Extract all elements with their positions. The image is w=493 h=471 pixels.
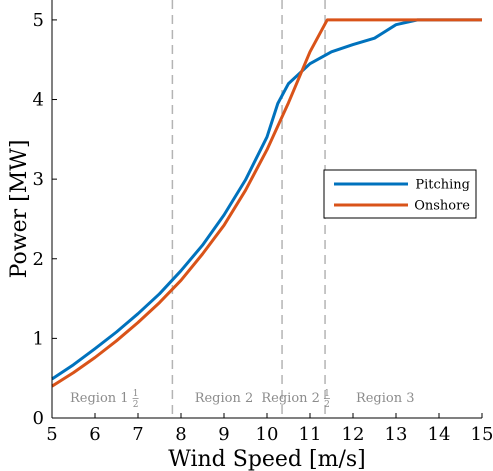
- region-label: Region 3: [356, 391, 415, 406]
- x-tick-label: 13: [385, 424, 408, 445]
- region-labels: Region 1 12 Region 2 Region 2 12 Region 3: [70, 389, 415, 410]
- y-tick-label: 2: [33, 249, 44, 270]
- legend-entry-onshore: Onshore: [414, 199, 470, 214]
- region-fraction-numerator: 1: [324, 389, 330, 399]
- y-tick-label: 1: [33, 328, 44, 349]
- series-lines: [51, 18, 482, 388]
- y-tick-label: 5: [33, 10, 44, 31]
- series-line-onshore: [51, 18, 482, 388]
- x-tick-label: 12: [342, 424, 365, 445]
- x-tick-label: 15: [471, 424, 493, 445]
- region-label: Region 2: [195, 391, 254, 406]
- x-tick-label: 5: [46, 424, 57, 445]
- y-axis-label: Power [MW]: [7, 140, 32, 279]
- y-tick-label: 0: [33, 408, 44, 429]
- x-tick-label: 10: [256, 424, 279, 445]
- region-label: Region 2: [261, 391, 320, 406]
- x-tick-label: 9: [218, 424, 229, 445]
- y-tick-label: 3: [33, 169, 44, 190]
- series-line-pitching: [51, 18, 482, 381]
- x-tick-label: 11: [299, 424, 322, 445]
- x-tick-label: 7: [132, 424, 143, 445]
- x-tick-label: 8: [175, 424, 186, 445]
- region-fraction-numerator: 1: [133, 389, 139, 399]
- y-tick-label: 4: [33, 90, 44, 111]
- legend: Pitching Onshore: [323, 169, 477, 219]
- region-label: Region 1: [70, 391, 129, 406]
- x-tick-label: 6: [89, 424, 100, 445]
- region-fraction-denominator: 2: [133, 400, 139, 410]
- x-axis-label: Wind Speed [m/s]: [168, 447, 366, 471]
- legend-box: [323, 169, 477, 219]
- x-tick-label: 14: [428, 424, 451, 445]
- legend-entry-pitching: Pitching: [415, 178, 470, 193]
- region-fraction-denominator: 2: [324, 400, 330, 410]
- region-boundaries: [171, 0, 326, 418]
